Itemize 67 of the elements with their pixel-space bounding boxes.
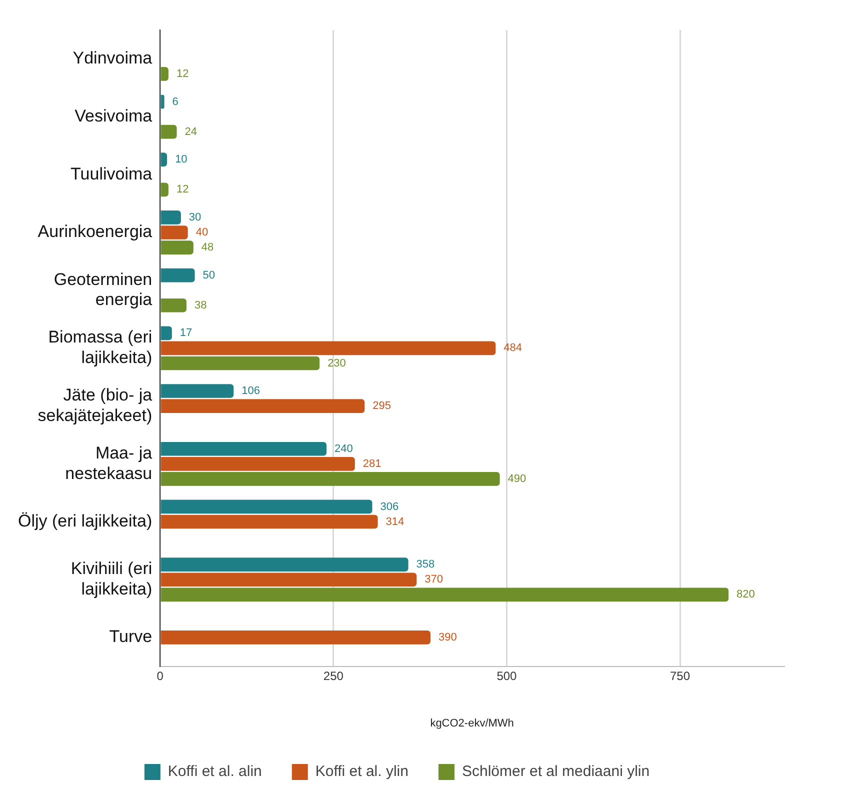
bar bbox=[160, 630, 430, 644]
x-tick-label: 750 bbox=[670, 668, 690, 683]
legend-label: Koffi et al. ylin bbox=[315, 763, 408, 780]
data-label: 38 bbox=[194, 299, 207, 312]
bar bbox=[160, 588, 729, 602]
data-label: 17 bbox=[180, 327, 192, 340]
bar bbox=[160, 182, 168, 197]
bar bbox=[160, 456, 355, 471]
legend-label: Koffi et al. alin bbox=[168, 763, 262, 780]
data-label: 106 bbox=[242, 385, 260, 398]
y-tick-label: Maa- ja nestekaasu bbox=[65, 443, 153, 483]
data-label: 306 bbox=[380, 500, 399, 513]
bar bbox=[160, 356, 320, 370]
y-tick-label: Öljy (eri lajikkeita) bbox=[18, 511, 152, 530]
y-tick-label: Kivihiili (eri lajikkeita) bbox=[70, 559, 152, 599]
x-tick-label: 250 bbox=[323, 668, 344, 683]
bar bbox=[160, 67, 168, 81]
bar bbox=[160, 384, 234, 398]
y-tick-label: Biomassa (eri lajikkeita) bbox=[48, 328, 152, 368]
data-label: 50 bbox=[202, 269, 216, 282]
bar bbox=[160, 572, 417, 587]
data-label: 6 bbox=[172, 96, 178, 108]
y-tick-label: Ydinvoima bbox=[72, 48, 153, 68]
y-tick-label: Tuulivoima bbox=[70, 164, 153, 184]
bar bbox=[160, 514, 378, 529]
data-label: 295 bbox=[372, 400, 391, 412]
x-tick-label: 0 bbox=[156, 668, 164, 683]
bar bbox=[160, 442, 326, 456]
data-label: 40 bbox=[196, 226, 208, 239]
x-tick-label: 500 bbox=[496, 668, 518, 683]
data-label: 10 bbox=[175, 154, 188, 166]
data-label: 390 bbox=[438, 632, 457, 644]
bar bbox=[160, 124, 177, 139]
y-tick-label: Geoterminen energia bbox=[54, 270, 153, 310]
y-tick-label: Turve bbox=[109, 627, 152, 646]
y-tick-label: Vesivoima bbox=[74, 106, 153, 126]
data-label: 240 bbox=[334, 442, 353, 455]
y-tick-label: Jäte (bio- ja sekajätejakeet) bbox=[38, 386, 153, 425]
bar bbox=[160, 226, 188, 240]
bar bbox=[160, 558, 408, 572]
data-label: 230 bbox=[328, 357, 346, 370]
data-label: 490 bbox=[508, 472, 526, 485]
bar bbox=[160, 472, 500, 486]
x-axis-title: kgCO2-ekv/MWh bbox=[430, 717, 514, 730]
bar bbox=[160, 341, 496, 356]
bar bbox=[160, 210, 181, 224]
bar bbox=[160, 268, 195, 282]
data-label: 314 bbox=[386, 516, 404, 528]
data-label: 12 bbox=[176, 184, 189, 196]
bar bbox=[160, 240, 194, 254]
legend-label: Schlömer et al mediaani ylin bbox=[462, 763, 650, 780]
bar bbox=[160, 326, 172, 340]
data-label: 24 bbox=[184, 126, 198, 138]
bar bbox=[160, 399, 365, 413]
data-label: 30 bbox=[188, 211, 202, 224]
data-label: 358 bbox=[416, 558, 435, 571]
data-label: 48 bbox=[201, 242, 214, 254]
data-label: 484 bbox=[504, 342, 522, 354]
bar bbox=[160, 94, 164, 109]
data-label: 820 bbox=[736, 588, 755, 601]
y-tick-label: Aurinkoenergia bbox=[38, 222, 153, 242]
bar bbox=[160, 500, 372, 514]
bar bbox=[160, 298, 186, 312]
data-label: 12 bbox=[176, 68, 189, 80]
data-label: 281 bbox=[362, 458, 382, 470]
bar bbox=[160, 152, 168, 167]
data-label: 370 bbox=[424, 574, 443, 586]
